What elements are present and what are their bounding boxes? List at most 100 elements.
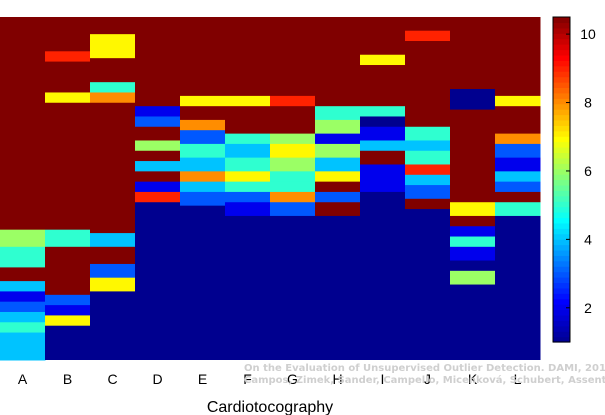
heatmap-cell bbox=[450, 89, 496, 111]
heatmap-cell bbox=[180, 171, 226, 183]
heatmap-cell bbox=[315, 191, 361, 203]
heatmap-cell bbox=[45, 102, 91, 231]
colorbar-segment bbox=[553, 282, 570, 289]
heatmap-cell bbox=[360, 150, 406, 165]
heatmap-cell bbox=[360, 116, 406, 128]
heatmap-cell bbox=[450, 284, 496, 360]
colorbar-segment bbox=[553, 38, 570, 45]
colorbar-segment bbox=[553, 76, 570, 83]
heatmap-cell bbox=[270, 171, 316, 183]
colorbar-segment bbox=[553, 320, 570, 327]
colorbar-segment bbox=[553, 27, 570, 34]
heatmap-cell bbox=[495, 191, 541, 203]
heatmap-cell bbox=[135, 106, 181, 117]
colorbar-segment bbox=[553, 309, 570, 316]
colorbar-segment bbox=[553, 54, 570, 61]
colorbar-segment bbox=[553, 179, 570, 186]
colorbar-segment bbox=[553, 22, 570, 29]
heatmap-cell bbox=[225, 191, 271, 203]
x-tick-c: C bbox=[107, 371, 117, 387]
heatmap-cell bbox=[495, 181, 541, 193]
heatmap-cell bbox=[0, 281, 46, 292]
heatmap-cell bbox=[495, 215, 541, 360]
colorbar-segment bbox=[553, 244, 570, 251]
heatmap-cell bbox=[90, 92, 136, 104]
heatmap-cell bbox=[450, 215, 496, 227]
colorbar-frame bbox=[552, 16, 571, 343]
heatmap-cell bbox=[135, 17, 181, 107]
heatmap-cell bbox=[450, 202, 496, 217]
heatmap-cell bbox=[90, 58, 136, 83]
heatmap-cell bbox=[225, 181, 271, 193]
heatmap-cell bbox=[315, 215, 361, 360]
heatmap-cell bbox=[45, 92, 91, 104]
colorbar-tick-2: 2 bbox=[584, 300, 592, 316]
heatmap-cell bbox=[180, 17, 226, 97]
colorbar-segment bbox=[553, 228, 570, 235]
colorbar-segment bbox=[553, 136, 570, 143]
heatmap-cell bbox=[0, 17, 46, 231]
heatmap-cell bbox=[450, 226, 496, 238]
heatmap-cell bbox=[495, 95, 541, 107]
heatmap-cell bbox=[0, 301, 46, 313]
heatmap-cell bbox=[495, 17, 541, 97]
colorbar-segment bbox=[553, 195, 570, 202]
x-tick-k: K bbox=[468, 371, 478, 387]
heatmap-cell bbox=[360, 17, 406, 56]
heatmap-cell bbox=[225, 17, 271, 97]
heatmap-cell bbox=[270, 215, 316, 360]
colorbar-segment bbox=[553, 125, 570, 132]
heatmap-cell bbox=[315, 181, 361, 193]
colorbar-segment bbox=[553, 141, 570, 148]
heatmap-cell bbox=[180, 119, 226, 131]
heatmap-cell bbox=[90, 246, 136, 265]
heatmap-cell bbox=[495, 202, 541, 217]
heatmap-cell bbox=[450, 17, 496, 90]
credit-line-2: Campos, Zimek, Sander, Campello, Micenko… bbox=[244, 374, 605, 386]
heatmap-cell bbox=[45, 61, 91, 93]
colorbar-segment bbox=[553, 60, 570, 67]
heatmap-cell bbox=[315, 119, 361, 135]
heatmap-cell bbox=[135, 161, 181, 172]
colorbar-segment bbox=[553, 266, 570, 273]
heatmap-cell bbox=[0, 291, 46, 303]
heatmap-cell bbox=[135, 202, 181, 360]
heatmap-cell bbox=[45, 315, 91, 327]
heatmap-cell bbox=[90, 82, 136, 93]
colorbar-segment bbox=[553, 17, 570, 24]
heatmap-cell bbox=[360, 126, 406, 141]
heatmap-cell bbox=[405, 150, 451, 165]
x-tick-b: B bbox=[63, 371, 72, 387]
heatmap-cell bbox=[360, 202, 406, 360]
colorbar-segment bbox=[553, 336, 570, 343]
heatmap-cell bbox=[270, 143, 316, 159]
heatmap-cell bbox=[135, 116, 181, 128]
heatmap-cell bbox=[90, 263, 136, 279]
colorbar-segment bbox=[553, 255, 570, 262]
heatmap-cell bbox=[405, 30, 451, 42]
colorbar-segment bbox=[553, 119, 570, 126]
heatmap-cell bbox=[270, 181, 316, 193]
colorbar-segment bbox=[553, 190, 570, 197]
heatmap-cell bbox=[180, 95, 226, 107]
colorbar-segment bbox=[553, 304, 570, 311]
heatmap-cell bbox=[180, 191, 226, 207]
colorbar-segment bbox=[553, 325, 570, 332]
heatmap-cell bbox=[180, 181, 226, 193]
x-tick-i: I bbox=[381, 371, 385, 387]
colorbar-segment bbox=[553, 314, 570, 321]
colorbar-segment bbox=[553, 98, 570, 105]
heatmap-cell bbox=[0, 322, 46, 334]
heatmap-cell bbox=[180, 143, 226, 159]
heatmap-cell bbox=[90, 17, 136, 35]
heatmap-cell bbox=[225, 143, 271, 159]
colorbar-tick-4: 4 bbox=[584, 231, 592, 247]
colorbar-segment bbox=[553, 157, 570, 164]
x-tick-g: G bbox=[287, 371, 298, 387]
heatmap-cell bbox=[270, 95, 316, 107]
heatmap-cell bbox=[180, 205, 226, 360]
heatmap-cell bbox=[45, 229, 91, 248]
heatmap-cell bbox=[270, 191, 316, 203]
colorbar-segment bbox=[553, 82, 570, 89]
